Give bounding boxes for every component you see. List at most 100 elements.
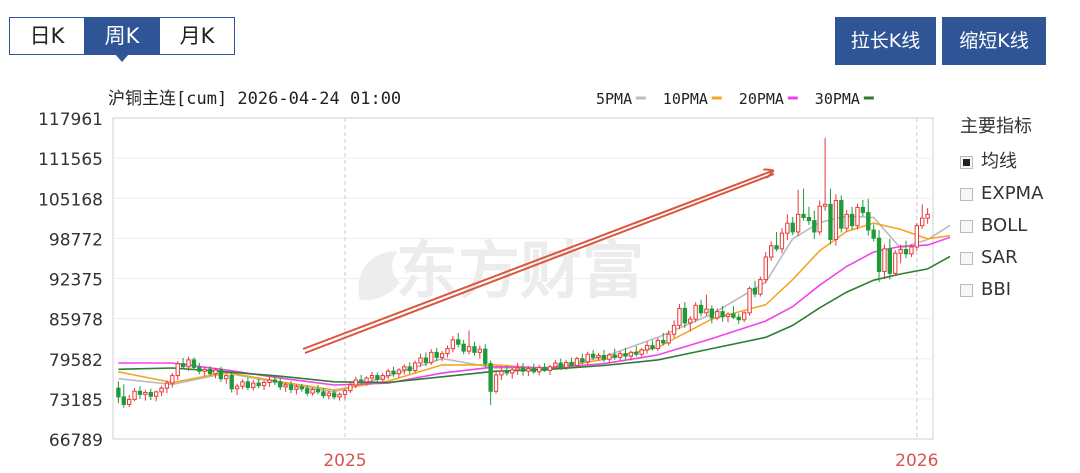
candle (774, 231, 779, 252)
candle-body (175, 363, 180, 377)
candle-body (121, 396, 126, 405)
candle (434, 347, 439, 362)
candle (607, 352, 612, 364)
candle-body (925, 213, 930, 219)
candle (402, 364, 407, 375)
candle-body (790, 222, 795, 233)
candle-body (429, 351, 434, 363)
indicator-boll[interactable]: BOLL (960, 210, 1043, 242)
candle-body (909, 246, 914, 255)
candle-body (132, 390, 137, 400)
candle-body (207, 368, 213, 375)
candle (882, 244, 887, 279)
indicator-bbi[interactable]: BBI (960, 274, 1043, 306)
tab-daily-k[interactable]: 日K (10, 18, 84, 54)
candle (197, 363, 202, 375)
candle (580, 353, 585, 365)
candle-body (601, 355, 607, 360)
candle (121, 384, 126, 408)
candle (849, 206, 855, 231)
candle (531, 363, 536, 374)
candle (812, 210, 817, 239)
stretch-k-button[interactable]: 拉长K线 (835, 17, 936, 65)
candle-body (143, 392, 148, 395)
candle-body (434, 351, 439, 358)
candle-body (542, 366, 547, 372)
indicator-sar[interactable]: SAR (960, 242, 1043, 274)
candle (671, 320, 677, 338)
candle-body (321, 391, 326, 397)
checkbox-icon[interactable] (960, 219, 973, 233)
candle (860, 199, 866, 217)
tab-weekly-k[interactable]: 周K (84, 18, 159, 62)
candle-body (655, 339, 661, 350)
candle-body (493, 374, 499, 392)
candle-body (855, 206, 860, 227)
candle (450, 336, 456, 353)
indicator-label: 均线 (981, 151, 1017, 172)
checkbox-icon[interactable] (960, 283, 973, 297)
candle-body (224, 375, 229, 380)
checkbox-icon[interactable] (960, 251, 973, 265)
candle (806, 206, 812, 226)
indicator-ma[interactable]: 均线 (960, 146, 1043, 178)
legend-label: 20PMA (739, 90, 784, 108)
candle (725, 312, 731, 323)
candle-body (644, 344, 650, 351)
candle (483, 344, 488, 368)
candle-body (407, 366, 412, 372)
candle-body (795, 213, 801, 233)
candle (191, 357, 197, 370)
candle-body (218, 369, 224, 380)
candle-body (450, 339, 456, 350)
candle (477, 345, 483, 359)
candle-body (180, 363, 186, 368)
indicator-expma[interactable]: EXPMA (960, 178, 1043, 210)
shrink-k-button[interactable]: 缩短K线 (942, 17, 1046, 65)
candle-body (596, 355, 601, 358)
candle-body (537, 366, 542, 373)
candle (914, 223, 919, 251)
candle (920, 204, 925, 229)
candle-body (725, 313, 731, 318)
candle-body (504, 370, 509, 374)
candle-body (456, 339, 461, 345)
checkbox-icon[interactable] (960, 187, 973, 201)
candle-body (661, 339, 666, 344)
candle-body (558, 362, 563, 368)
candle (563, 359, 569, 370)
kline-chart[interactable]: 东方财富 11796111156510516898772923758597879… (0, 0, 950, 473)
candle (752, 280, 758, 298)
indicator-label: EXPMA (981, 183, 1044, 204)
candle (218, 366, 224, 382)
candle-body (137, 390, 143, 395)
candle (785, 214, 790, 241)
candle-body (639, 349, 644, 355)
y-tick-label: 73185 (49, 391, 103, 411)
candle-body (358, 379, 364, 383)
candle (423, 352, 429, 367)
candle (704, 294, 709, 316)
candle-body (412, 362, 418, 372)
candle-body (116, 387, 121, 398)
candle (326, 390, 331, 400)
tab-monthly-k[interactable]: 月K (159, 18, 234, 54)
candle-body (251, 382, 256, 388)
candle (148, 388, 153, 401)
candle-body (466, 346, 472, 352)
candle-body (887, 248, 893, 274)
period-tabs: 日K 周K 月K (9, 17, 235, 62)
candle (153, 390, 159, 402)
candle (116, 381, 121, 404)
candle (369, 371, 375, 383)
checkbox-icon[interactable] (960, 155, 973, 169)
candle-body (515, 367, 520, 371)
candle (801, 188, 806, 221)
candle (634, 346, 639, 357)
candle (315, 384, 321, 395)
grid-lines (113, 118, 933, 439)
candle-body (326, 392, 331, 397)
candle-body (256, 382, 261, 387)
candle (272, 376, 278, 385)
candle-body (617, 353, 623, 358)
